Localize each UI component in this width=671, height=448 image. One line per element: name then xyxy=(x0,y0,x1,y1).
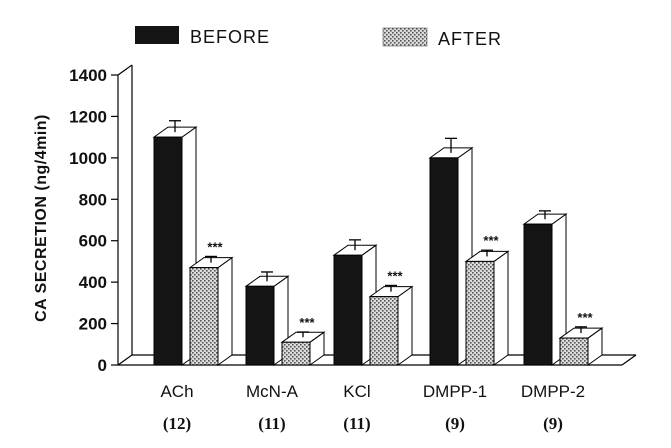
significance-label: *** xyxy=(207,239,223,254)
bar-after xyxy=(368,285,414,366)
bar-after xyxy=(188,256,234,366)
error-bar-after xyxy=(385,284,397,292)
x-tick-label: ACh xyxy=(160,382,193,401)
error-bar-after xyxy=(297,331,309,338)
x-count-label: (12) xyxy=(163,414,191,433)
error-bar-after xyxy=(481,249,493,257)
y-tick-label: 600 xyxy=(79,232,107,251)
y-tick-label: 0 xyxy=(98,356,107,375)
y-tick-label: 200 xyxy=(79,315,107,334)
y-tick-label: 800 xyxy=(79,190,107,209)
bars: *** *** *** *** *** xyxy=(152,120,604,366)
significance-label: *** xyxy=(483,233,499,248)
x-labels: ACh (12) McN-A (11) KCl (11) DMPP-1 (9) DMPP-2 (9… xyxy=(160,382,585,433)
bar-after xyxy=(558,327,604,366)
y-axis-label: CA SECRETION (ng/4min) xyxy=(33,114,50,322)
bar-before xyxy=(332,244,378,366)
error-bar-before xyxy=(539,210,551,220)
y-tick-label: 1000 xyxy=(69,149,107,168)
floor-right-line xyxy=(621,354,637,366)
legend-swatch-before xyxy=(135,26,179,44)
error-bar-before xyxy=(445,137,457,153)
x-tick-label: DMPP-1 xyxy=(423,382,487,401)
error-bar-after xyxy=(205,255,217,263)
floor-left-line xyxy=(117,354,133,366)
x-tick-label: DMPP-2 xyxy=(521,382,585,401)
error-bar-after xyxy=(575,326,587,334)
x-count-label: (9) xyxy=(445,414,465,433)
y-tick-label: 1200 xyxy=(69,107,107,126)
significance-label: *** xyxy=(387,268,403,283)
bar-before xyxy=(428,146,474,366)
bar-after xyxy=(464,250,510,366)
error-bar-before xyxy=(261,271,273,282)
y-ticks: 0 200 400 600 800 1000 1200 1400 xyxy=(69,66,118,375)
error-bar-before xyxy=(349,239,361,251)
error-bar-before xyxy=(169,120,181,133)
significance-label: *** xyxy=(577,310,593,325)
y-tick-label: 1400 xyxy=(69,66,107,85)
x-count-label: (11) xyxy=(258,414,285,433)
bar-after xyxy=(280,331,326,366)
top-depth-line xyxy=(117,64,133,76)
x-count-label: (9) xyxy=(543,414,563,433)
legend-swatch-after xyxy=(382,27,428,47)
x-tick-label: McN-A xyxy=(246,382,299,401)
x-tick-label: KCl xyxy=(343,382,370,401)
y-tick-label: 400 xyxy=(79,273,107,292)
legend: BEFORE AFTER xyxy=(135,26,502,49)
significance-label: *** xyxy=(299,315,315,330)
legend-label-before: BEFORE xyxy=(190,27,270,47)
x-count-label: (11) xyxy=(343,414,370,433)
legend-label-after: AFTER xyxy=(438,29,502,49)
